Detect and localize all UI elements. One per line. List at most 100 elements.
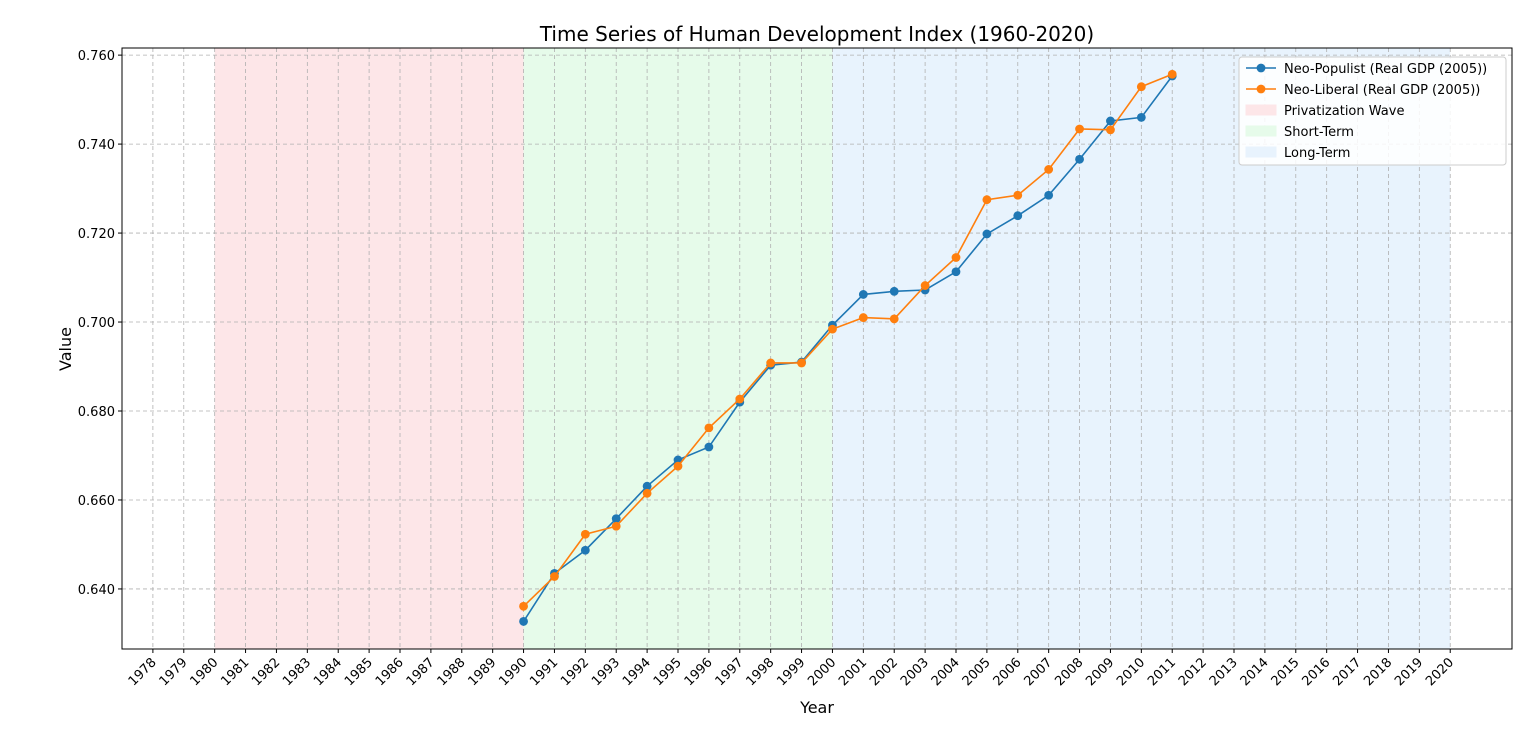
series-2-point xyxy=(1075,124,1084,134)
series-1-point xyxy=(673,455,683,465)
region-short-term xyxy=(523,48,833,649)
series-layer xyxy=(519,69,1177,626)
x-tick-label: 2012 xyxy=(1176,655,1210,689)
series-2-point xyxy=(951,253,961,262)
y-tick-label: 0.660 xyxy=(78,494,115,509)
x-tick-label: 1996 xyxy=(682,655,716,689)
x-tick-label: 1999 xyxy=(774,655,808,689)
legend-marker-1 xyxy=(1256,63,1266,73)
series-2-point xyxy=(519,601,528,611)
legend-swatch xyxy=(1245,104,1277,116)
series-2-point xyxy=(1167,69,1177,79)
legend-label: Long-Term xyxy=(1284,146,1350,161)
series-2-point xyxy=(982,195,992,205)
legend-label: Neo-Liberal (Real GDP (2005)) xyxy=(1284,83,1480,98)
x-tick-label: 2016 xyxy=(1299,655,1333,689)
x-tick-label: 2002 xyxy=(867,655,901,689)
plot-frame xyxy=(121,47,1513,650)
series-2-point xyxy=(1013,190,1023,200)
x-tick-label: 1982 xyxy=(249,655,283,689)
series-2-point xyxy=(1044,165,1054,174)
series-2-point xyxy=(766,358,776,368)
series-2-point xyxy=(797,358,806,368)
y-tick-label: 0.760 xyxy=(78,49,115,64)
x-tick-label: 1980 xyxy=(187,655,221,689)
series-2-point xyxy=(673,461,683,471)
series-1-point xyxy=(580,545,590,555)
x-axis-ticks: 1978197919801981198219831984198519861987… xyxy=(126,649,1457,689)
y-tick-label: 0.740 xyxy=(78,138,115,153)
series-1-point xyxy=(704,442,714,452)
x-tick-label: 1986 xyxy=(373,655,407,689)
x-tick-label: 2019 xyxy=(1392,655,1426,689)
legend-label: Short-Term xyxy=(1284,125,1354,140)
series-line-1 xyxy=(522,75,1173,622)
y-axis-label: Value xyxy=(56,327,75,371)
x-tick-label: 1985 xyxy=(342,655,376,689)
x-tick-label: 1995 xyxy=(651,655,685,689)
x-tick-label: 2007 xyxy=(1021,655,1055,689)
series-1-point xyxy=(1013,211,1023,221)
x-tick-label: 1998 xyxy=(743,655,777,689)
x-tick-label: 2010 xyxy=(1114,655,1148,689)
series-1-point xyxy=(1106,116,1115,126)
series-2-point xyxy=(704,423,714,433)
series-1-point xyxy=(951,267,961,277)
x-tick-label: 2015 xyxy=(1269,655,1303,689)
y-axis-ticks: 0.640 0.660 0.680 0.700 0.720 0.740 0.760 xyxy=(78,49,122,598)
x-tick-label: 2006 xyxy=(991,655,1025,689)
x-tick-label: 1988 xyxy=(435,655,469,689)
legend-marker-2 xyxy=(1256,84,1266,94)
series-2-point xyxy=(920,281,930,290)
x-tick-label: 1992 xyxy=(558,655,592,689)
y-tick-label: 0.700 xyxy=(78,316,115,331)
legend: Neo-Populist (Real GDP (2005)) Neo-Libera… xyxy=(1238,56,1507,166)
series-2-point xyxy=(611,521,621,531)
legend-label: Neo-Populist (Real GDP (2005)) xyxy=(1284,62,1487,77)
series-line-2 xyxy=(523,73,1173,607)
series-1-point xyxy=(889,286,899,296)
x-tick-label: 1989 xyxy=(465,655,499,689)
x-tick-label: 1984 xyxy=(311,655,345,689)
x-tick-label: 2001 xyxy=(836,655,870,689)
series-1-point xyxy=(642,481,652,491)
x-tick-label: 1993 xyxy=(589,655,623,689)
x-tick-label: 1991 xyxy=(527,655,561,689)
x-tick-label: 2011 xyxy=(1145,655,1179,689)
series-1-point xyxy=(858,290,868,299)
series-1-point xyxy=(519,617,528,626)
series-1-point xyxy=(1136,112,1146,122)
legend-label: Privatization Wave xyxy=(1284,104,1404,119)
series-2-point xyxy=(889,314,899,324)
x-tick-label: 2005 xyxy=(960,655,994,689)
x-tick-label: 2013 xyxy=(1207,655,1241,689)
series-1-point xyxy=(982,229,992,239)
series-1-point xyxy=(1075,154,1084,164)
series-1-point xyxy=(1044,190,1054,200)
legend-box xyxy=(1238,56,1507,166)
x-tick-label: 2018 xyxy=(1361,655,1395,689)
series-2-point xyxy=(1106,125,1115,135)
x-tick-label: 1978 xyxy=(126,655,160,689)
x-tick-label: 1981 xyxy=(218,655,252,689)
series-2-point xyxy=(858,313,868,322)
series-2-point xyxy=(580,529,590,539)
x-tick-label: 2020 xyxy=(1423,655,1457,689)
y-tick-label: 0.680 xyxy=(78,405,115,420)
x-tick-label: 2017 xyxy=(1330,655,1364,689)
x-tick-label: 2008 xyxy=(1052,655,1086,689)
x-tick-label: 1997 xyxy=(713,655,747,689)
x-tick-label: 2000 xyxy=(805,655,839,689)
series-2-point xyxy=(642,488,652,498)
series-2-point xyxy=(828,324,837,334)
x-tick-label: 1979 xyxy=(157,655,191,689)
x-tick-label: 2009 xyxy=(1083,655,1117,689)
x-tick-label: 1987 xyxy=(404,655,438,689)
x-tick-label: 1983 xyxy=(280,655,314,689)
x-tick-label: 2004 xyxy=(929,655,963,689)
x-tick-label: 1990 xyxy=(496,655,530,689)
series-2-point xyxy=(550,572,559,581)
x-tick-label: 2014 xyxy=(1238,655,1272,689)
chart-title: Time Series of Human Development Index (… xyxy=(539,22,1094,46)
